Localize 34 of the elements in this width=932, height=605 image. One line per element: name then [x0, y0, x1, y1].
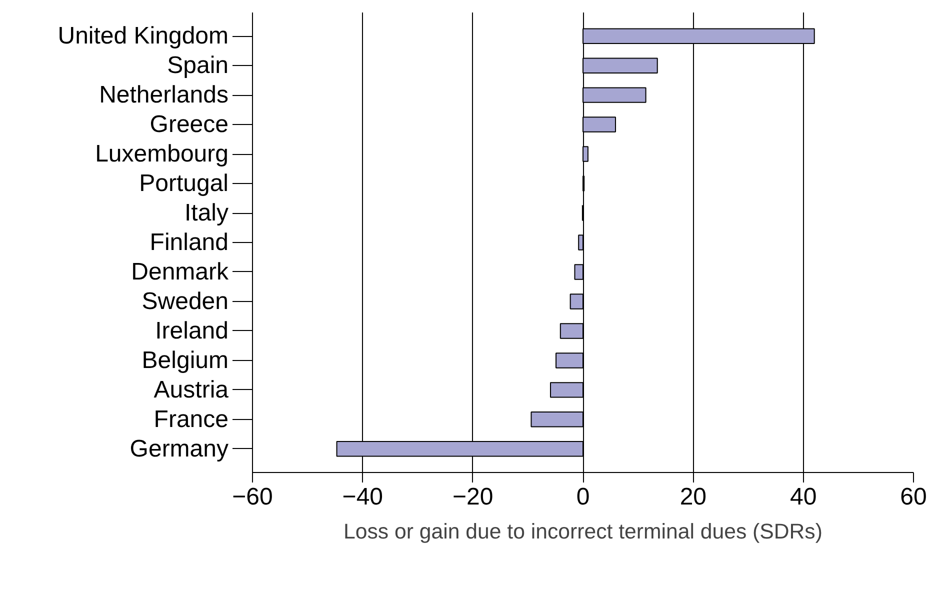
- bar: [530, 412, 584, 428]
- bar: [582, 146, 588, 162]
- bar: [556, 352, 584, 368]
- x-axis-title: Loss or gain due to incorrect terminal dues (SDRs): [344, 520, 822, 544]
- y-tick-label: Ireland: [155, 317, 229, 344]
- bar: [574, 264, 584, 280]
- y-tick-label: Germany: [130, 435, 229, 462]
- y-tick-label: Denmark: [131, 258, 230, 286]
- y-tick-label: Netherlands: [99, 82, 229, 109]
- x-tick-label: 20: [680, 484, 707, 510]
- x-tick-label: 0: [576, 484, 590, 510]
- y-tick-label: Greece: [150, 111, 228, 138]
- bar: [582, 58, 658, 74]
- y-tick-label: Sweden: [142, 288, 229, 315]
- bar: [550, 382, 584, 398]
- x-tick-label: −20: [452, 484, 494, 510]
- bar: [560, 323, 584, 339]
- y-tick-label: Belgium: [142, 346, 229, 374]
- x-tick-label: −40: [342, 484, 384, 510]
- bar: [570, 294, 584, 310]
- y-tick-label: France: [154, 406, 229, 433]
- bar: [582, 116, 616, 132]
- y-tick-label: Finland: [150, 229, 229, 256]
- bar: [578, 234, 584, 250]
- x-tick-label: −60: [232, 484, 273, 510]
- bar: [582, 87, 646, 103]
- y-tick-label: Spain: [167, 52, 229, 80]
- y-tick-label: United Kingdom: [58, 22, 228, 50]
- y-tick-label: Portugal: [139, 170, 228, 198]
- y-tick-label: Italy: [184, 200, 228, 227]
- x-tick-label: 40: [790, 484, 817, 510]
- x-tick-label: 60: [900, 484, 927, 510]
- y-tick-label: Austria: [154, 376, 230, 404]
- y-tick-label: Luxembourg: [95, 140, 229, 168]
